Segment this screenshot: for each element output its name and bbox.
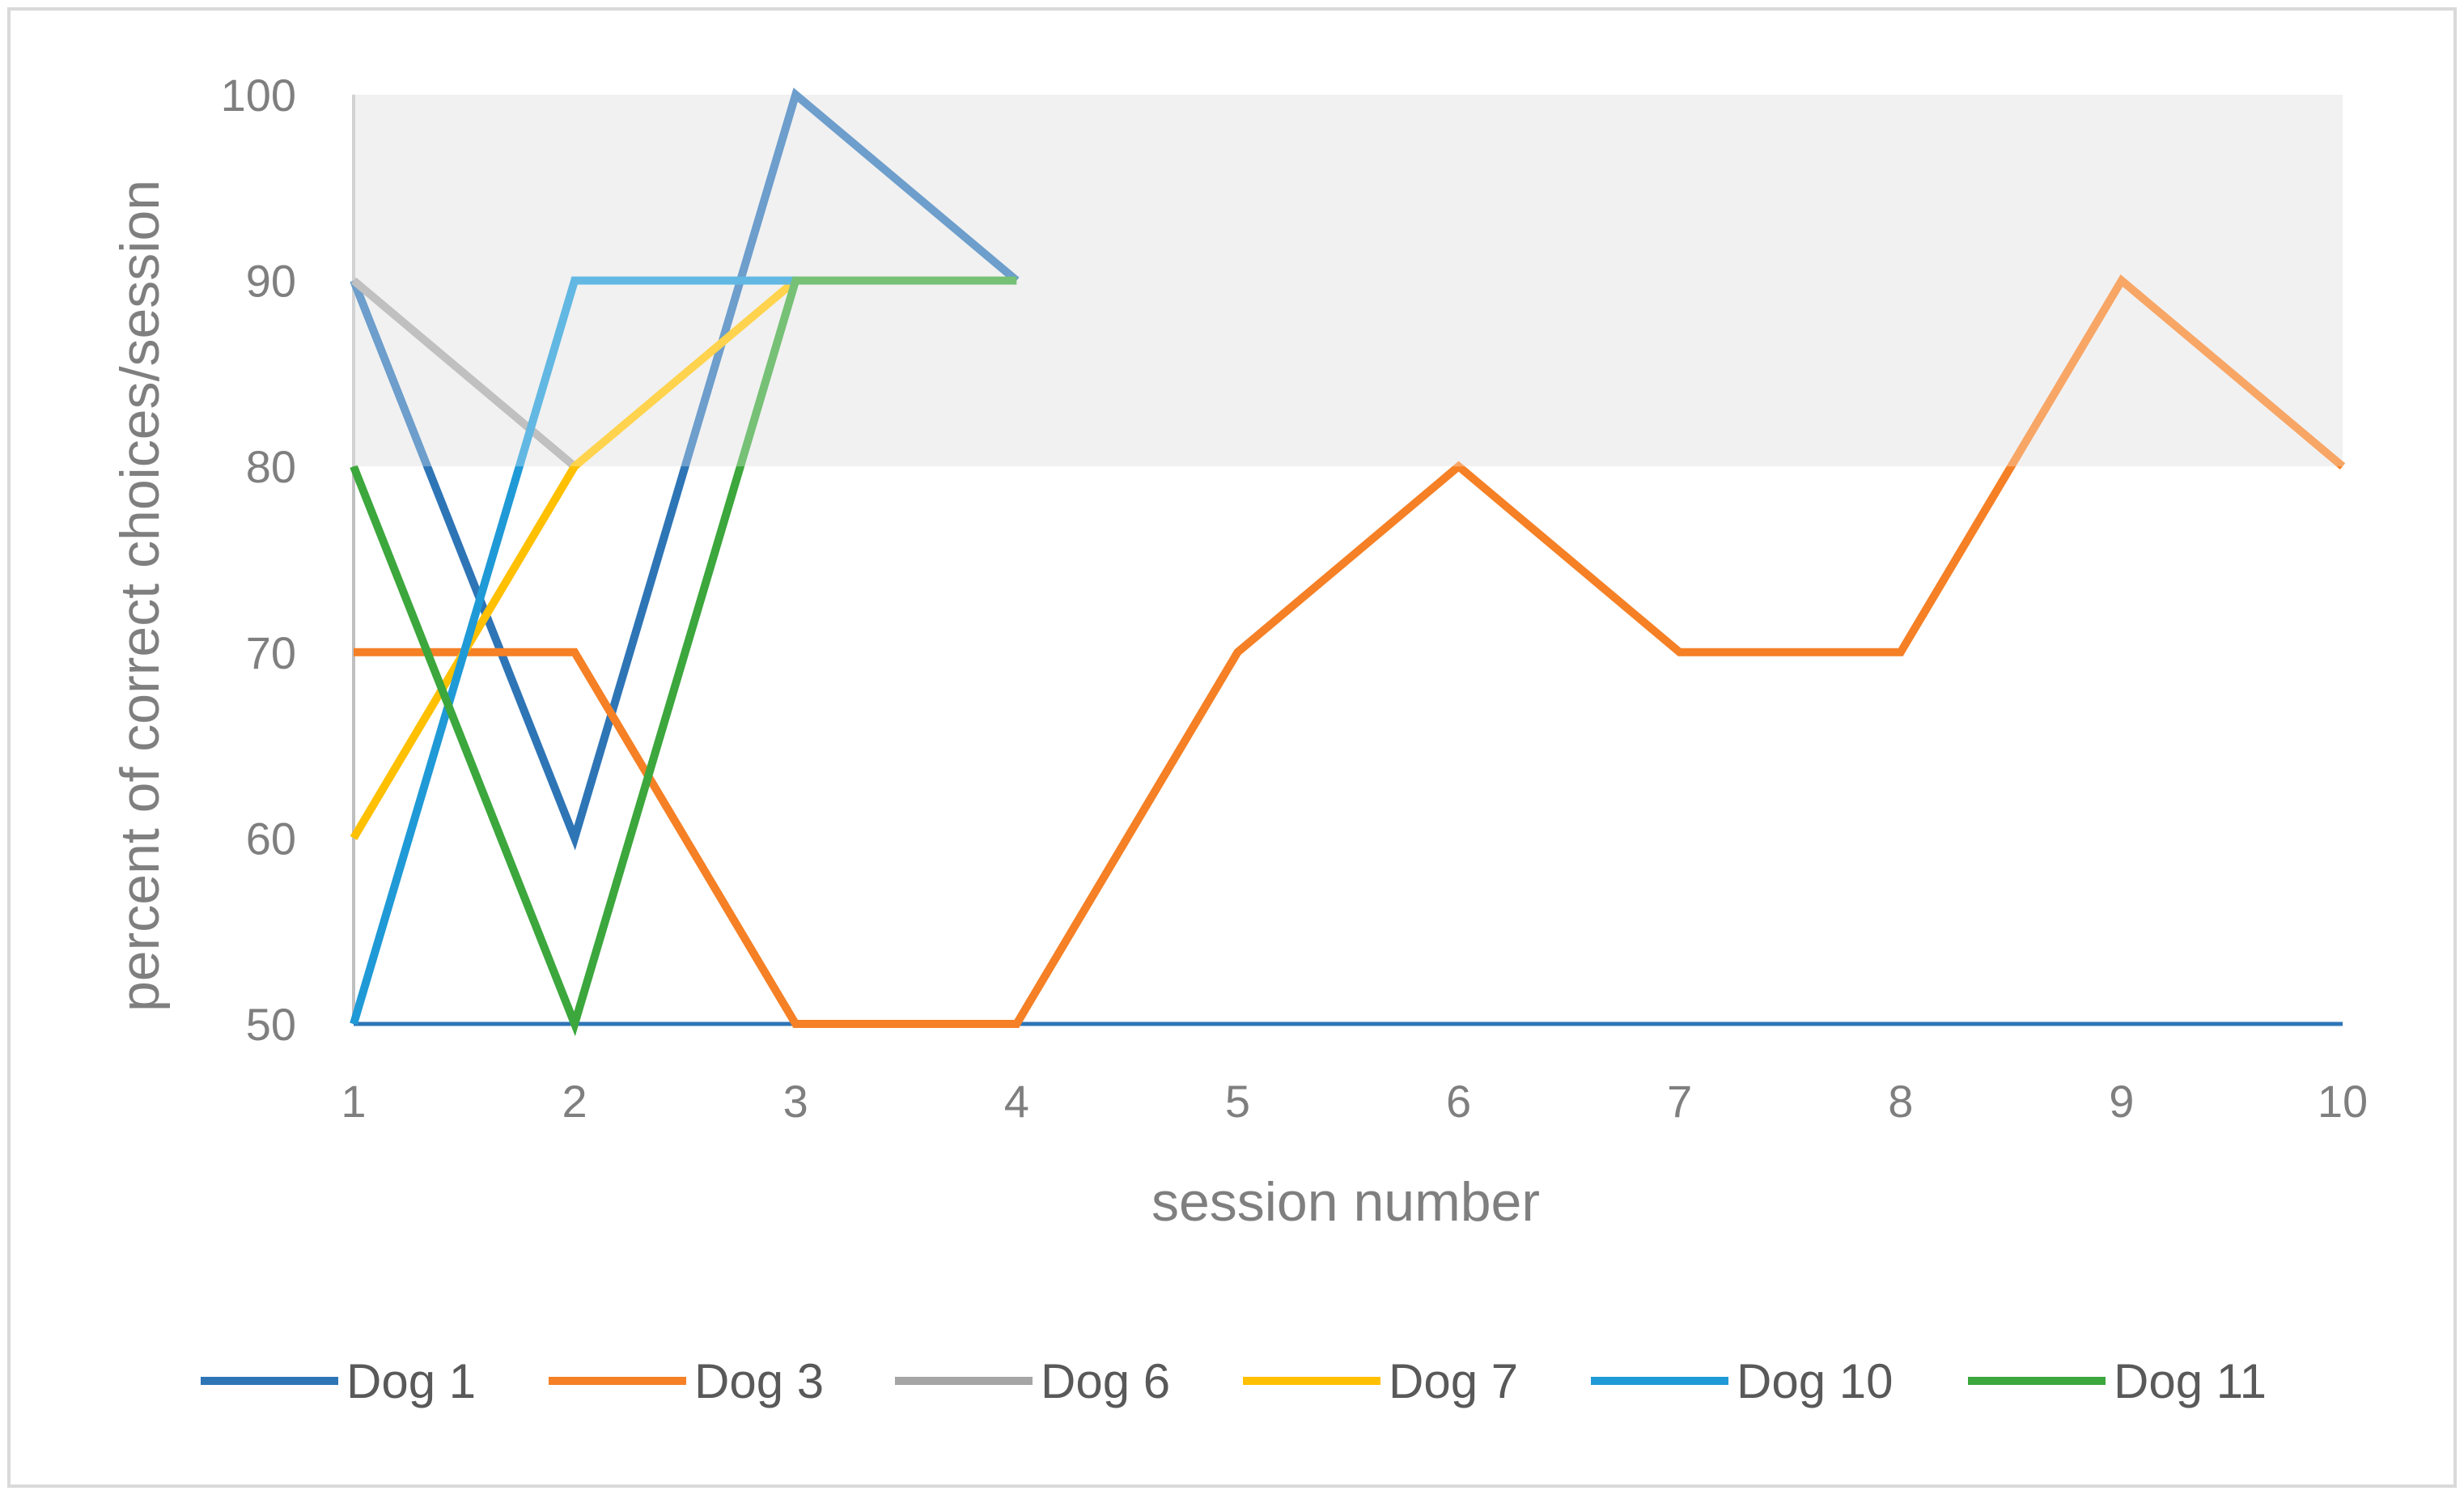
legend: Dog 1 Dog 3 Dog 6 Dog 7 Dog 10 Dog 11 — [201, 1354, 2267, 1408]
y-tick-label-50: 50 — [246, 999, 296, 1050]
x-tick-label-5: 5 — [1225, 1076, 1250, 1127]
x-tick-label-1: 1 — [341, 1076, 366, 1127]
y-tick-label-70: 70 — [246, 627, 296, 678]
x-tick-label-2: 2 — [562, 1076, 587, 1127]
y-axis-title: percent of correct choices/session — [109, 180, 171, 1012]
series-line-dog-3 — [354, 274, 2346, 1028]
x-tick-label-7: 7 — [1667, 1076, 1692, 1127]
legend-label-dog-3: Dog 3 — [694, 1354, 824, 1408]
band-overlay — [337, 79, 2359, 467]
series-layer — [350, 87, 2346, 1037]
x-tick-label-6: 6 — [1446, 1076, 1471, 1127]
legend-label-dog-1: Dog 1 — [346, 1354, 476, 1408]
x-tick-label-9: 9 — [2109, 1076, 2134, 1127]
tick-label-layer: 50 60 70 80 90 100 1 2 3 4 5 6 7 8 9 10 — [221, 70, 2369, 1127]
legend-label-dog-11: Dog 11 — [2114, 1354, 2267, 1408]
y-tick-label-100: 100 — [221, 70, 296, 121]
series-line-dog-11 — [350, 276, 1017, 1037]
x-tick-label-3: 3 — [783, 1076, 808, 1127]
legend-label-dog-6: Dog 6 — [1041, 1354, 1170, 1408]
x-tick-label-4: 4 — [1004, 1076, 1029, 1127]
x-tick-label-10: 10 — [2318, 1076, 2368, 1127]
legend-label-dog-7: Dog 7 — [1389, 1354, 1518, 1408]
x-tick-label-8: 8 — [1888, 1076, 1913, 1127]
y-tick-label-80: 80 — [246, 441, 296, 492]
legend-label-dog-10: Dog 10 — [1737, 1354, 1893, 1408]
x-axis-title: session number — [1151, 1171, 1540, 1233]
axis-layer — [352, 95, 2343, 1026]
series-line-dog-1 — [350, 87, 1020, 851]
y-tick-label-60: 60 — [246, 813, 296, 864]
series-line-dog-6 — [350, 277, 578, 470]
band-overlay-layer — [337, 79, 2359, 467]
y-tick-label-90: 90 — [246, 256, 296, 307]
